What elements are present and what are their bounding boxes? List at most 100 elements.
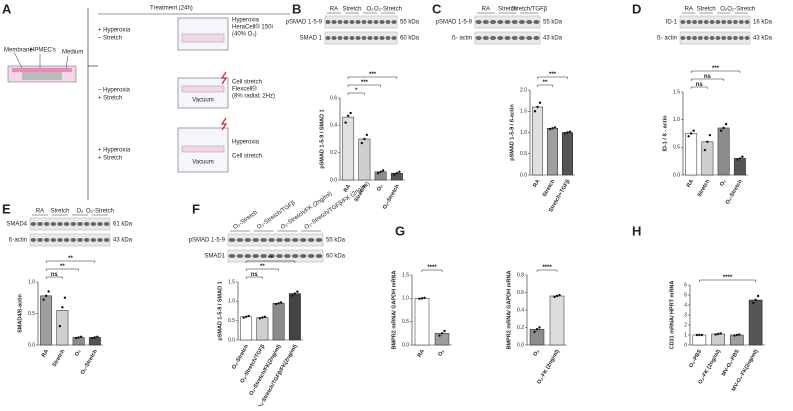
y-tick-label: 0.4 xyxy=(517,307,524,313)
band xyxy=(703,36,709,40)
stretch-icon xyxy=(220,71,228,85)
data-point xyxy=(551,127,554,130)
panel-letter: A xyxy=(2,1,12,16)
data-point xyxy=(423,296,426,300)
bar xyxy=(288,293,301,341)
band xyxy=(228,238,236,242)
band xyxy=(331,36,337,40)
band xyxy=(518,20,525,24)
y-tick-label: 4 xyxy=(684,302,687,308)
lane-label: O₂-Stretch/TGFβ xyxy=(256,200,297,231)
band xyxy=(504,20,511,24)
blot-strip xyxy=(29,233,111,247)
band xyxy=(744,20,750,24)
band xyxy=(697,20,703,24)
significance-bracket xyxy=(347,92,365,95)
x-tick-label: O₂-PBS xyxy=(688,348,703,368)
significance-bracket xyxy=(245,260,296,263)
x-tick-label: O₂ xyxy=(719,178,728,187)
y-tick-label: 0.0 xyxy=(228,337,235,343)
band xyxy=(533,20,540,24)
y-tick-label: 0.0 xyxy=(28,342,35,348)
band xyxy=(284,238,291,242)
blot-strip xyxy=(227,233,324,247)
band xyxy=(331,20,337,24)
x-tick-label: RA xyxy=(343,184,352,194)
significance-bracket xyxy=(245,268,279,271)
lane-label: O₂ xyxy=(720,7,728,13)
band xyxy=(307,254,315,258)
y-axis-label: BMPR2 mRNA/ GAPDH mRNA xyxy=(391,271,397,350)
y-tick-label: 0.5 xyxy=(520,151,527,157)
blot-strip xyxy=(324,15,398,29)
bar xyxy=(272,303,285,341)
data-point xyxy=(714,333,717,336)
band xyxy=(482,20,489,24)
device xyxy=(177,77,229,109)
lane-label: O₂-Stretch xyxy=(86,209,114,215)
band xyxy=(391,20,397,24)
band xyxy=(475,20,482,24)
y-tick-label: 1.0 xyxy=(520,130,527,136)
data-point xyxy=(63,296,67,299)
blot-strip xyxy=(679,31,751,45)
bar xyxy=(685,133,698,176)
band xyxy=(63,222,70,226)
band xyxy=(276,238,283,242)
significance-bracket xyxy=(45,268,79,271)
band xyxy=(490,20,497,24)
bar xyxy=(240,316,253,341)
y-axis-label: ID-1 / ß - actin xyxy=(662,115,668,152)
band xyxy=(680,36,686,40)
heading: Treatment (24h) xyxy=(150,6,193,12)
band xyxy=(361,36,367,40)
lane-label: Stretch/TGFβ xyxy=(511,7,548,13)
data-point xyxy=(558,293,561,297)
band xyxy=(504,36,511,40)
data-point xyxy=(42,298,45,301)
panel-letter: C xyxy=(432,1,442,16)
panel-letter: F xyxy=(192,201,200,216)
significance-bracket xyxy=(537,76,568,79)
kda-label: 55 kDa xyxy=(400,20,420,26)
data-point xyxy=(553,126,557,129)
x-tick-label: O₂-Stretch xyxy=(80,348,99,375)
bar xyxy=(547,128,558,176)
significance-label: ** xyxy=(60,264,65,270)
band xyxy=(50,222,57,226)
data-point xyxy=(538,101,542,104)
y-tick-label: 6 xyxy=(684,282,687,288)
band xyxy=(30,238,37,242)
band xyxy=(727,20,733,24)
x-tick-label: O₂ xyxy=(376,183,385,192)
y-tick-label: 1.5 xyxy=(228,279,235,285)
x-tick-label: RA xyxy=(417,349,426,359)
band xyxy=(268,254,275,258)
data-point xyxy=(420,297,424,300)
significance-bracket xyxy=(690,70,741,73)
vacuum: Vacuum xyxy=(192,98,214,104)
lane-label: O₂-Stretch xyxy=(727,7,755,13)
band xyxy=(373,36,379,40)
significance-label: *** xyxy=(549,72,557,78)
y-tick-label: 0.0 xyxy=(517,342,524,348)
x-tick-label: RA xyxy=(41,349,50,359)
band xyxy=(236,238,244,242)
condition: – Stretch xyxy=(98,36,122,42)
significance-bracket xyxy=(245,276,263,279)
significance-bracket xyxy=(690,86,708,89)
x-tick-label: MV-O₂-PBS xyxy=(721,348,741,377)
y-tick-label: 0.5 xyxy=(28,311,35,317)
data-point xyxy=(553,295,556,299)
band xyxy=(709,20,715,24)
data-point xyxy=(242,316,245,319)
y-tick-label: 0.2 xyxy=(330,150,337,156)
significance-label: ns xyxy=(696,82,704,88)
significance-label: ns xyxy=(704,74,712,80)
band xyxy=(349,36,355,40)
data-point xyxy=(47,290,50,293)
panel-letter: B xyxy=(292,1,301,16)
band xyxy=(391,36,397,40)
device-label: (8% radial; 2Hz) xyxy=(232,94,275,100)
row-label: pSMAD 1-5-9 xyxy=(436,20,473,26)
